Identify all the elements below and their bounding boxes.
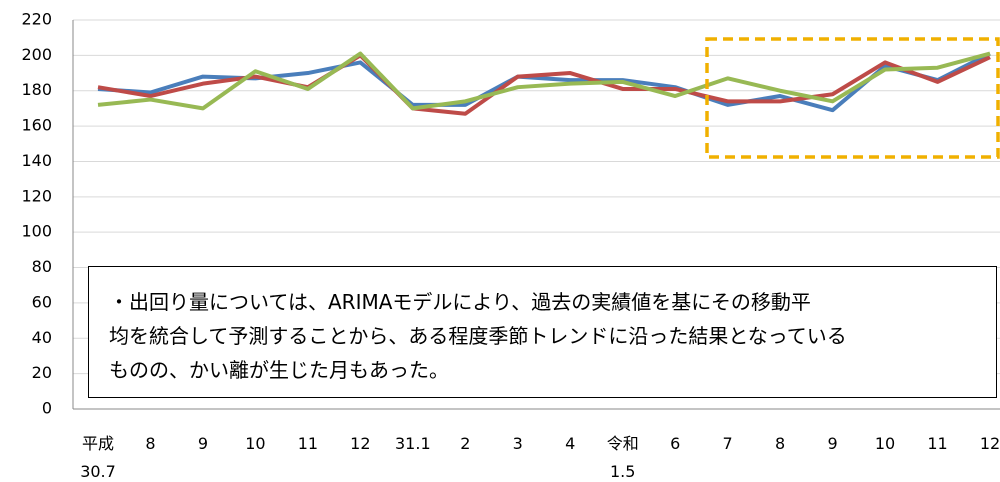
x-tick-label: 10 [245, 434, 266, 453]
y-tick-label: 220 [21, 10, 52, 29]
annotation-line: 均を統合して予測することから、ある程度季節トレンドに沿った結果となっている [109, 324, 847, 348]
x-tick-label: 令和 1.5 [606, 434, 639, 481]
x-tick-label: 7 [722, 434, 733, 453]
x-tick-label: 4 [565, 434, 576, 453]
annotation-line: ・出回り量については、ARIMAモデルにより、過去の実績値を基にその移動平 [109, 290, 811, 314]
x-tick-label: 12 [979, 434, 1000, 453]
y-tick-label: 60 [32, 292, 52, 311]
x-tick-label: 9 [827, 434, 838, 453]
y-tick-label: 180 [21, 80, 52, 99]
y-tick-label: 100 [21, 222, 52, 241]
y-tick-label: 80 [32, 257, 52, 276]
x-tick-label: 平成 30.7 [80, 434, 116, 481]
annotation-line: ものの、かい離が生じた月もあった。 [109, 358, 449, 382]
x-tick-label: 31.1 [395, 434, 431, 453]
y-tick-label: 120 [21, 186, 52, 205]
y-tick-label: 20 [32, 363, 52, 382]
highlight-box [705, 37, 1000, 159]
x-tick-label: 8 [775, 434, 786, 453]
y-tick-label: 160 [21, 116, 52, 135]
x-tick-label: 2 [460, 434, 471, 453]
x-tick-label: 11 [297, 434, 319, 453]
y-tick-label: 140 [21, 151, 52, 170]
y-tick-label: 0 [42, 399, 52, 418]
series-line [97, 51, 991, 111]
x-tick-label: 6 [670, 434, 681, 453]
x-tick-label: 8 [145, 434, 156, 453]
annotation: ・出回り量については、ARIMAモデルにより、過去の実績値を基にその移動平均を統… [88, 266, 997, 398]
x-tick-label: 10 [874, 434, 896, 453]
y-tick-label: 200 [21, 45, 52, 64]
x-tick-label: 9 [197, 434, 209, 453]
y-tick-label: 40 [32, 328, 52, 347]
x-tick-label: 12 [350, 434, 371, 453]
x-tick-label: 11 [927, 434, 948, 453]
x-tick-label: 3 [512, 434, 523, 453]
